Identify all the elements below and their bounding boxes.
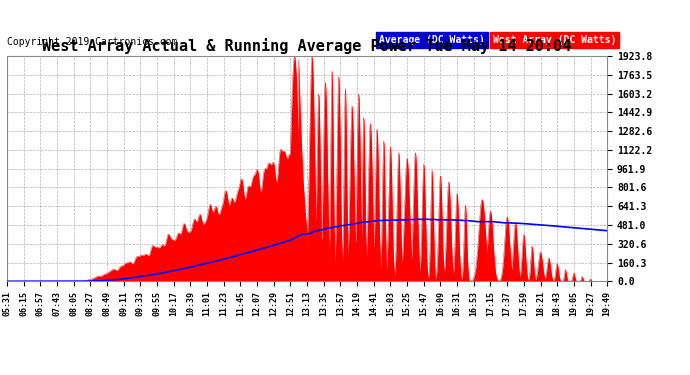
Text: Copyright 2019 Cartronics.com: Copyright 2019 Cartronics.com xyxy=(7,37,177,47)
Text: West Array (DC Watts): West Array (DC Watts) xyxy=(493,35,617,45)
Title: West Array Actual & Running Average Power Tue May 14 20:04: West Array Actual & Running Average Powe… xyxy=(42,38,572,54)
Text: Average (DC Watts): Average (DC Watts) xyxy=(379,35,485,45)
